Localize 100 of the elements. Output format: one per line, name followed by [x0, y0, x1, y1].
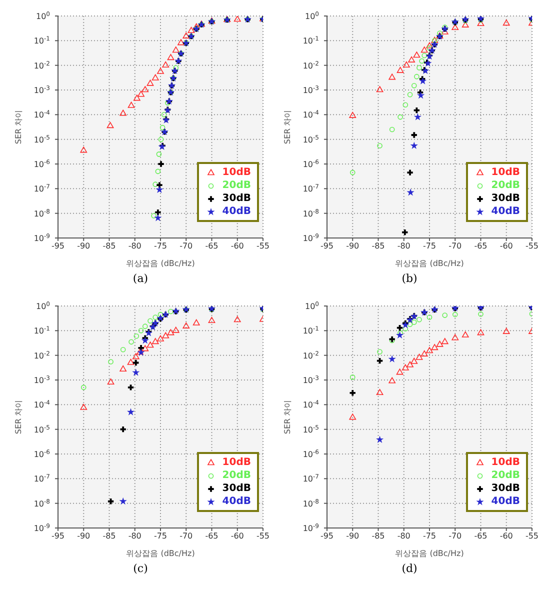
y-tick-label: 10$^{-8}$ — [302, 498, 320, 508]
x-tick-label: -70 — [180, 242, 193, 251]
x-tick-label: -55 — [256, 242, 270, 251]
x-tick-label: -80 — [128, 242, 142, 251]
x-tick-label: -75 — [154, 532, 168, 541]
y-tick-label: 10$^{-3}$ — [34, 84, 50, 95]
y-tick-label: 10$^{0}$ — [304, 10, 320, 21]
y-tick-label: 10$^{-4}$ — [34, 109, 50, 120]
x-tick-label: -60 — [230, 242, 244, 251]
y-tick-label: 10$^{-8}$ — [34, 498, 50, 508]
x-tick-label: -90 — [346, 532, 360, 541]
x-tick-label: -60 — [230, 532, 244, 541]
x-tick-label: -85 — [102, 532, 116, 541]
y-tick-label: 10$^{0}$ — [36, 300, 50, 311]
legend-label: 30dB — [491, 482, 520, 495]
legend-label: 10dB — [491, 456, 520, 469]
y-tick-label: 10$^{-6}$ — [302, 158, 320, 169]
x-tick-label: -75 — [154, 242, 168, 251]
y-axis-title: SER 차이 — [282, 110, 292, 144]
y-axis-title: SER 차이 — [14, 110, 23, 144]
x-tick-label: -55 — [525, 532, 539, 541]
y-tick-label: 10$^{-7}$ — [302, 183, 320, 194]
y-tick-label: 10$^{-6}$ — [34, 448, 50, 459]
y-tick-label: 10$^{-7}$ — [34, 473, 50, 484]
x-tick-label: -85 — [372, 242, 385, 251]
legend-label: 10dB — [222, 166, 251, 179]
y-tick-label: 10$^{-7}$ — [34, 183, 50, 194]
x-tick-label: -65 — [205, 242, 218, 251]
text: (b) — [400, 271, 418, 287]
y-tick-label: 10$^{-8}$ — [302, 208, 320, 218]
x-tick-label: -95 — [320, 532, 334, 541]
x-axis-title: 위상잡음 (dBc/Hz) — [395, 259, 464, 268]
legend-label: 40dB — [491, 495, 520, 508]
text: (c) — [132, 561, 149, 577]
y-tick-label: 10$^{-7}$ — [302, 473, 320, 484]
legend-label: 20dB — [491, 469, 520, 482]
x-tick-label: -65 — [474, 242, 488, 251]
y-tick-label: 10$^{-3}$ — [302, 374, 320, 385]
x-tick-label: -85 — [372, 532, 385, 541]
x-tick-label: -75 — [422, 532, 436, 541]
x-tick-label: -90 — [77, 532, 90, 541]
y-tick-label: 10$^{-1}$ — [302, 35, 320, 46]
x-tick-label: -60 — [500, 532, 513, 541]
y-tick-label: 10$^{-4}$ — [34, 399, 50, 410]
y-tick-label: 10$^{-5}$ — [34, 424, 50, 434]
x-tick-label: -70 — [448, 242, 462, 251]
legend-label: 10dB — [491, 166, 520, 179]
y-tick-label: 10$^{-9}$ — [34, 232, 50, 243]
text: (d) — [400, 561, 418, 577]
x-tick-label: -65 — [205, 532, 218, 541]
y-tick-label: 10$^{-6}$ — [34, 158, 50, 169]
y-tick-label: 10$^{-1}$ — [302, 325, 320, 336]
legend-label: 40dB — [222, 205, 251, 218]
x-tick-label: -95 — [320, 242, 334, 251]
y-tick-label: 10$^{-5}$ — [34, 134, 50, 144]
x-tick-label: -90 — [346, 242, 360, 251]
x-tick-label: -75 — [422, 242, 436, 251]
y-tick-label: 10$^{-4}$ — [302, 399, 320, 410]
y-tick-label: 10$^{0}$ — [304, 300, 320, 311]
y-tick-label: 10$^{-2}$ — [302, 60, 320, 70]
x-axis-title: 위상잡음 (dBc/Hz) — [126, 259, 195, 268]
x-tick-label: -90 — [77, 242, 90, 251]
y-tick-label: 10$^{-2}$ — [34, 350, 50, 360]
x-tick-label: -95 — [51, 532, 65, 541]
x-tick-label: -55 — [256, 532, 270, 541]
x-axis-title: 위상잡음 (dBc/Hz) — [395, 549, 464, 558]
y-tick-label: 10$^{-5}$ — [302, 134, 320, 144]
x-tick-label: -80 — [128, 532, 142, 541]
y-tick-label: 10$^{-3}$ — [34, 374, 50, 385]
x-tick-label: -85 — [102, 242, 116, 251]
y-tick-label: 10$^{-3}$ — [302, 84, 320, 95]
y-tick-label: 10$^{-2}$ — [34, 60, 50, 70]
x-tick-label: -80 — [397, 532, 410, 541]
x-tick-label: -80 — [397, 242, 410, 251]
legend-label: 30dB — [491, 192, 520, 205]
y-tick-label: 10$^{-9}$ — [302, 522, 320, 533]
y-tick-label: 10$^{-4}$ — [302, 109, 320, 120]
legend-label: 30dB — [222, 482, 251, 495]
y-tick-label: 10$^{-9}$ — [302, 232, 320, 243]
y-tick-label: 10$^{0}$ — [36, 10, 50, 21]
legend-label: 40dB — [222, 495, 251, 508]
x-tick-label: -70 — [448, 532, 462, 541]
legend-label: 20dB — [222, 179, 251, 192]
x-axis-title: 위상잡음 (dBc/Hz) — [126, 549, 195, 558]
y-tick-label: 10$^{-1}$ — [34, 35, 50, 46]
legend-label: 30dB — [222, 192, 251, 205]
x-tick-label: -65 — [474, 532, 488, 541]
y-tick-label: 10$^{-5}$ — [302, 424, 320, 434]
legend-label: 20dB — [222, 469, 251, 482]
y-axis-title: SER 차이 — [282, 400, 292, 434]
text: (a) — [132, 271, 150, 287]
y-axis-title: SER 차이 — [14, 400, 23, 434]
legend-label: 10dB — [222, 456, 251, 469]
y-tick-label: 10$^{-9}$ — [34, 522, 50, 533]
x-tick-label: -60 — [500, 242, 513, 251]
y-tick-label: 10$^{-2}$ — [302, 350, 320, 360]
y-tick-label: 10$^{-1}$ — [34, 325, 50, 336]
x-tick-label: -70 — [180, 532, 193, 541]
legend-label: 20dB — [491, 179, 520, 192]
x-tick-label: -95 — [51, 242, 65, 251]
